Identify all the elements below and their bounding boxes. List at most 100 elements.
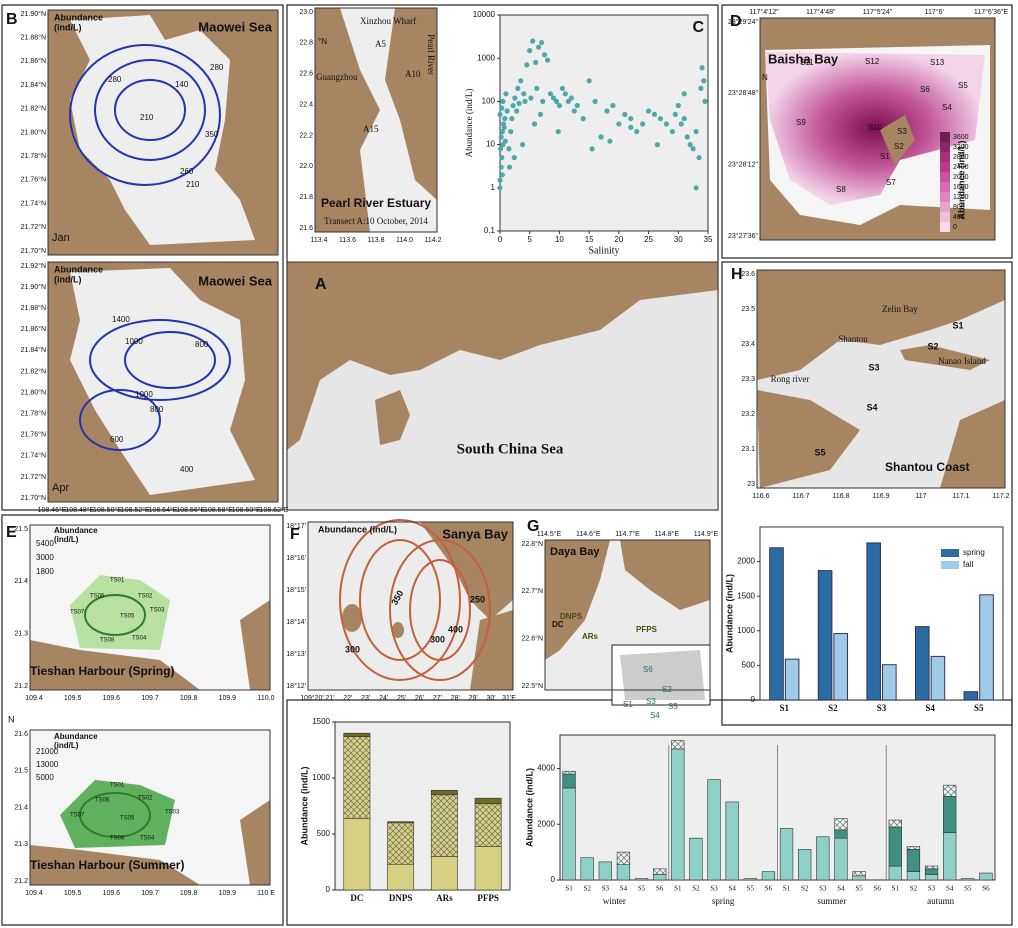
map-y-tick: 23°27'36" (728, 232, 758, 240)
point (550, 95, 557, 101)
map-label: S11 (800, 58, 814, 67)
contour-line (409, 559, 471, 661)
bar-segment (689, 837, 703, 881)
map-y-tick: 18°17' (286, 522, 306, 530)
y-tick-label: 500 (317, 829, 331, 838)
map-x-tick: 113.6 (339, 237, 356, 244)
map-area (392, 622, 404, 638)
point (497, 185, 503, 191)
map-label: TS02 (138, 594, 153, 600)
x-tick-label: S6 (873, 885, 881, 893)
bar-segment (725, 801, 739, 881)
map-x-tick: 114.7°E (615, 530, 640, 538)
map-frame (286, 261, 719, 511)
map-y-tick: 21.82°N (21, 105, 46, 113)
bar-hatch (387, 822, 414, 865)
map-area (880, 115, 915, 165)
map-frame (314, 7, 438, 233)
map-y-tick: 23.0 (299, 9, 313, 16)
map-y-tick: 23°28'12" (728, 161, 758, 169)
map-label: S2 (927, 341, 938, 351)
colorbar-label: 800 (953, 204, 965, 211)
map-frame (756, 269, 1006, 489)
point (687, 142, 693, 148)
point (497, 111, 503, 118)
map-x-tick: 117°6' (925, 8, 944, 16)
map-x-tick: 108.56°E (176, 506, 205, 514)
map-label: S5 (958, 81, 968, 90)
bar-segment (888, 826, 902, 867)
point (696, 155, 702, 161)
map-label: Daya Bay (550, 546, 600, 558)
bar-hatch (834, 818, 848, 830)
map-y-tick: 21.76°N (21, 176, 46, 184)
point (515, 85, 521, 91)
x-tick-label: S5 (747, 885, 755, 893)
map-x-tick: 114.9°E (694, 530, 719, 538)
map-label: 350 (205, 130, 219, 139)
y-tick-label: 1 (491, 183, 496, 192)
plot-area (499, 14, 709, 232)
map-label: TS06 (95, 798, 110, 804)
map-label: TS08 (110, 836, 125, 842)
map-x-tick: 114.2 (425, 237, 442, 244)
map-label: TS05 (120, 614, 135, 620)
map-label: F (290, 526, 300, 543)
point (589, 146, 595, 152)
point (562, 91, 568, 97)
point (699, 65, 705, 71)
point (504, 108, 510, 114)
map-label: Abundance (54, 264, 103, 274)
bar (833, 633, 849, 701)
map-label: S10 (868, 123, 883, 132)
map-label: Jan (52, 232, 70, 244)
map-x-tick: 116.8 (833, 493, 850, 500)
x-tick-label: 15 (585, 235, 594, 244)
point (501, 124, 507, 131)
x-tick-label: S4 (946, 885, 954, 893)
x-axis-label: Salinity (588, 245, 619, 256)
map-label: S3 (646, 697, 656, 706)
map-label: S4 (866, 402, 877, 412)
x-tick-label: 0 (498, 235, 503, 244)
bar-segment (834, 829, 848, 839)
contour-line (114, 79, 186, 141)
map-area (30, 640, 200, 690)
map-x-tick: 22' (343, 695, 352, 702)
colorbar-cell (940, 202, 950, 212)
x-tick-label: S2 (910, 885, 918, 893)
bar-hatch (431, 794, 458, 857)
map-x-tick: 27' (433, 695, 442, 702)
map-area (315, 8, 380, 232)
y-tick-label: 2000 (537, 819, 555, 828)
point (547, 91, 554, 97)
bar-hatch (562, 771, 576, 775)
point (607, 138, 613, 144)
map-y-tick: 22.6 (299, 71, 313, 78)
bar-segment (387, 821, 415, 824)
map-label: 400 (180, 465, 194, 474)
map-label: 280 (108, 75, 122, 84)
bar-segment (562, 787, 576, 881)
map-label: TS05 (120, 816, 135, 822)
point (539, 39, 545, 46)
map-x-tick: 113.4 (311, 237, 328, 244)
map-y-tick: 21.86°N (21, 57, 46, 65)
map-frame (307, 521, 514, 691)
map-y-tick: 21.5 (14, 768, 28, 775)
x-tick-label: 35 (704, 235, 713, 244)
point (634, 128, 640, 135)
bar-segment (924, 874, 939, 881)
x-tick-label: S1 (565, 885, 573, 893)
map-x-tick: 108.60°E (232, 506, 261, 514)
map-y-tick: 23.5 (741, 306, 755, 313)
map-label: 800 (195, 340, 209, 349)
contour-line (84, 594, 146, 636)
colorbar-label: 1600 (953, 184, 969, 191)
map-area (375, 390, 410, 445)
x-tick-label: S3 (928, 885, 936, 893)
bar (963, 691, 979, 701)
map-y-tick: 21.4 (14, 578, 28, 585)
map-label: PFPS (636, 625, 658, 634)
map-label: S5 (668, 702, 678, 711)
